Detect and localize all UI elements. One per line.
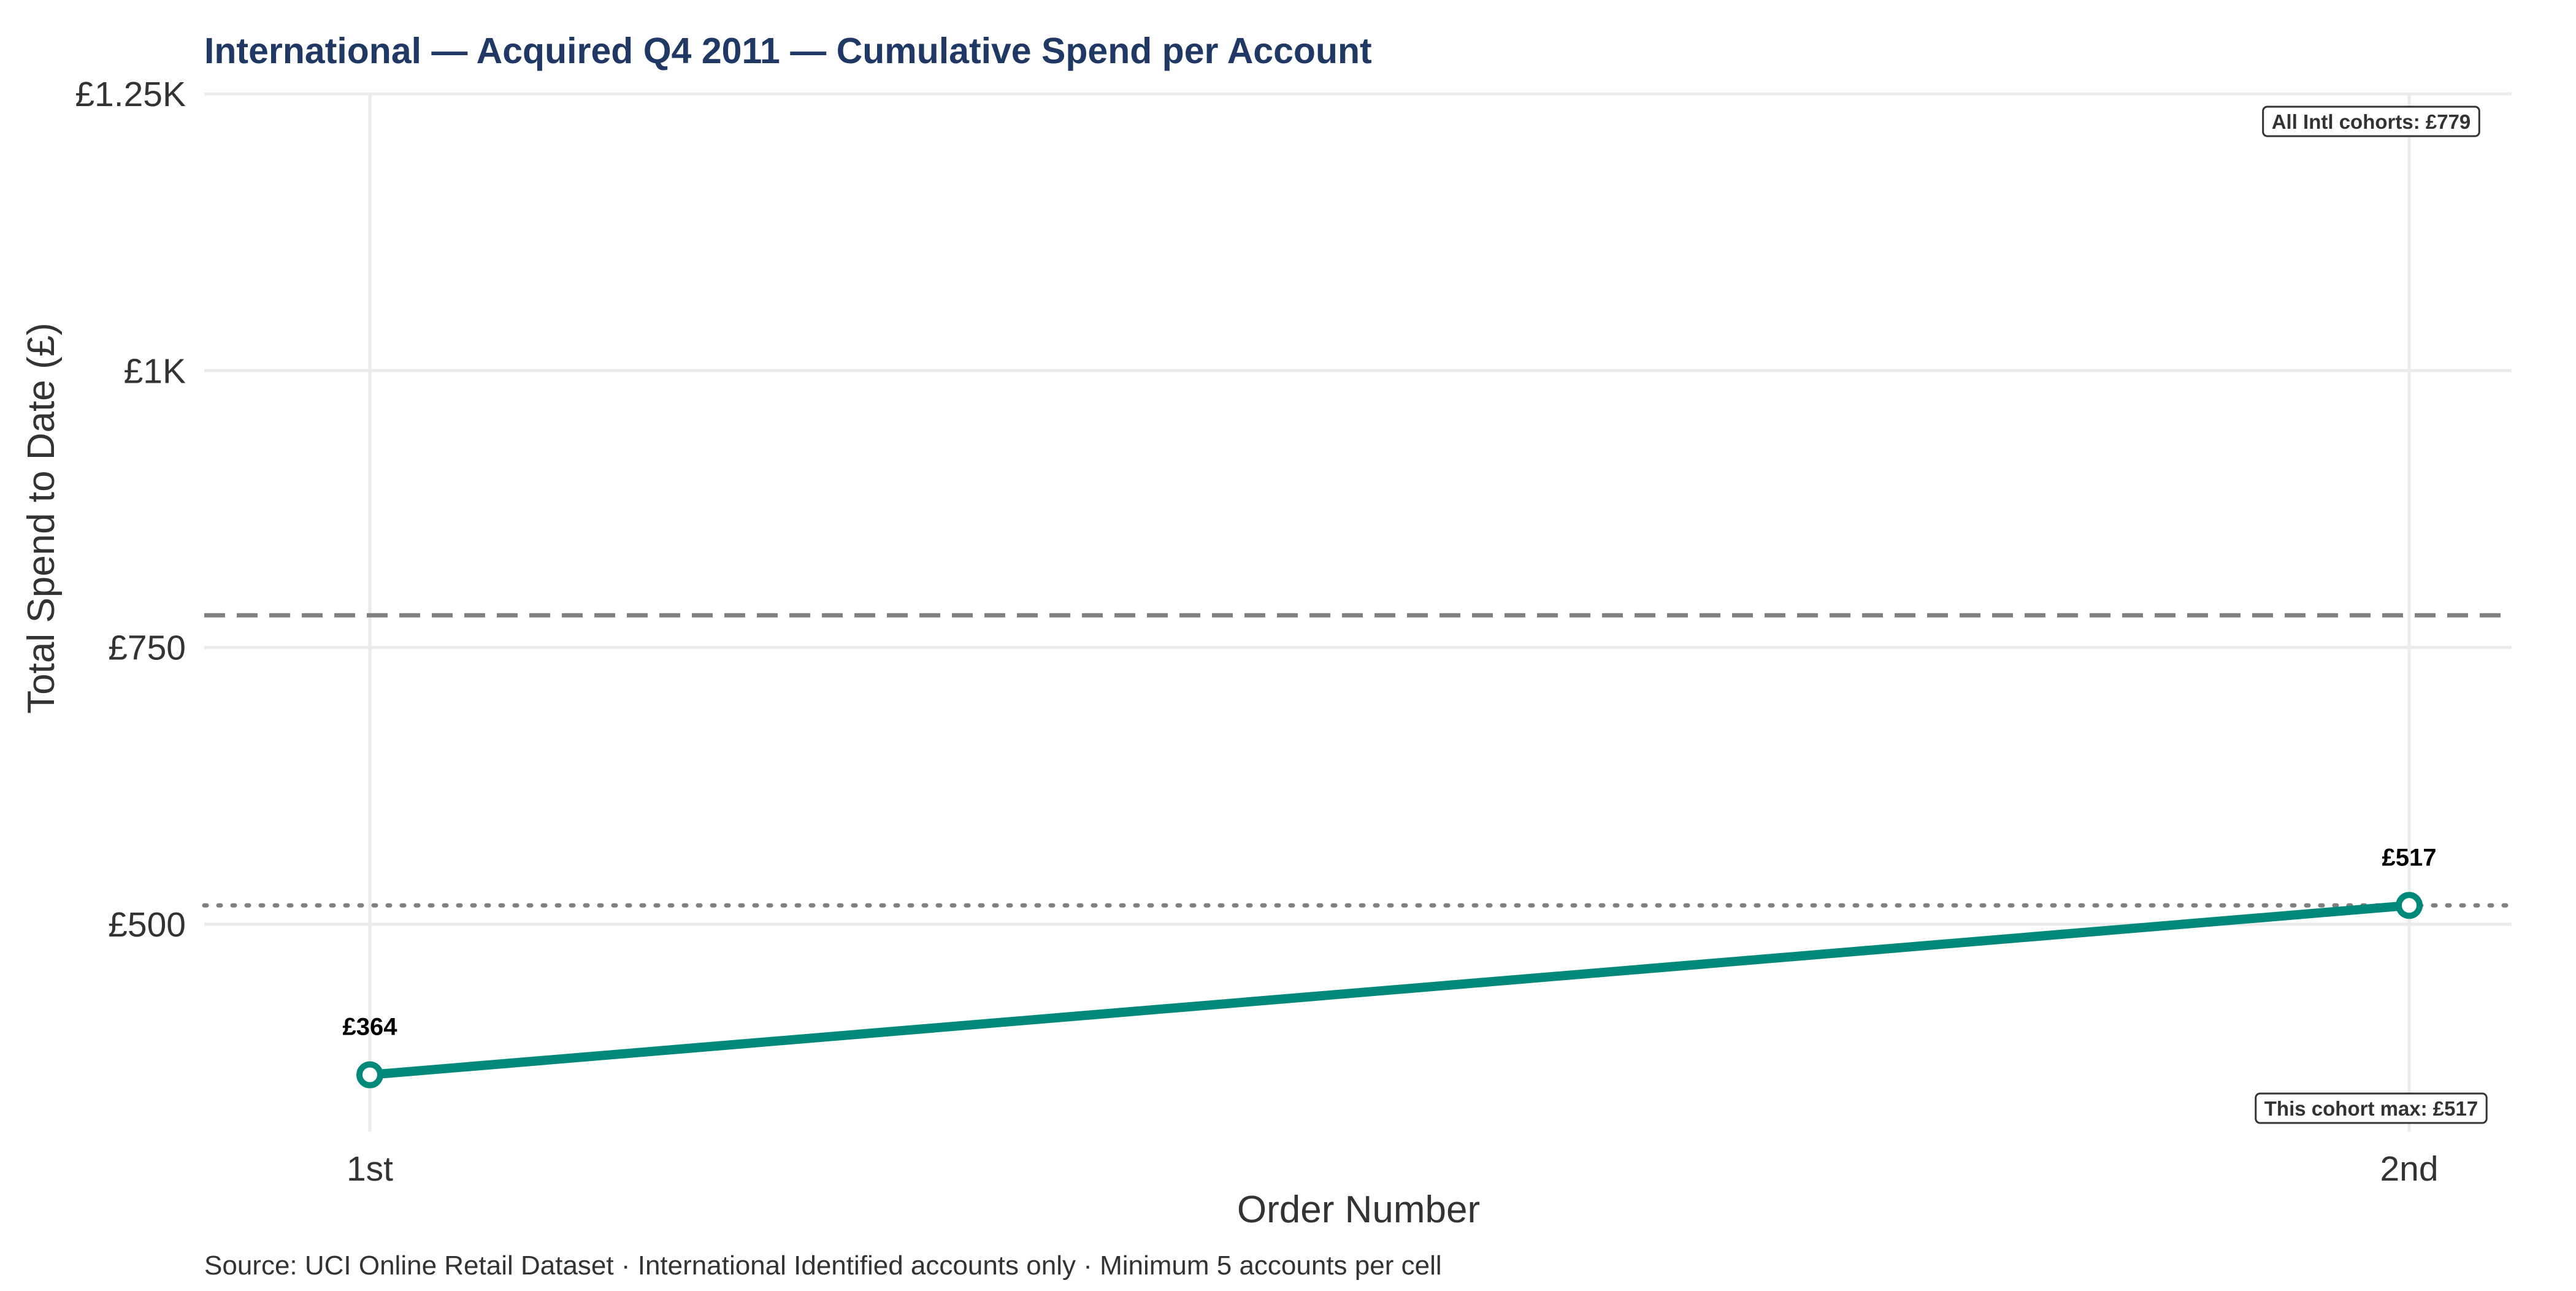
data-label: £364	[343, 1014, 398, 1041]
grid-layer	[204, 92, 2512, 1132]
reference-label-cohort-max: This cohort max: £517	[2255, 1092, 2488, 1124]
y-tick-label: £1.25K	[75, 75, 186, 114]
series-line	[365, 900, 2414, 1080]
y-axis-title: Total Spend to Date (£)	[20, 323, 63, 714]
reference-label-all-cohorts: All Intl cohorts: £779	[2262, 105, 2480, 137]
labels-layer: £500 £750 £1K £1.25K 1st 2nd All Intl cohorts:…	[75, 75, 2488, 1189]
chart-title: International — Acquired Q4 2011 — Cumul…	[204, 31, 1372, 71]
x-tick-label: 1st	[347, 1149, 393, 1189]
data-label: £517	[2382, 844, 2437, 871]
chart-caption: Source: UCI Online Retail Dataset · Inte…	[204, 1251, 1442, 1281]
y-tick-label: £500	[108, 905, 186, 944]
reference-label-box	[2255, 1092, 2488, 1124]
data-point	[356, 1061, 383, 1089]
reference-label-box	[2262, 105, 2480, 137]
reference-label-text: This cohort max: £517	[2264, 1097, 2478, 1120]
x-tick-label: 2nd	[2380, 1149, 2438, 1189]
data-point	[2396, 892, 2423, 919]
series-layer	[356, 892, 2423, 1089]
y-tick-label: £1K	[124, 351, 186, 391]
y-tick-label: £750	[108, 629, 186, 668]
reference-label-text: All Intl cohorts: £779	[2272, 110, 2471, 133]
reference-lines-layer	[202, 613, 2514, 908]
x-axis-title: Order Number	[1237, 1189, 1480, 1231]
